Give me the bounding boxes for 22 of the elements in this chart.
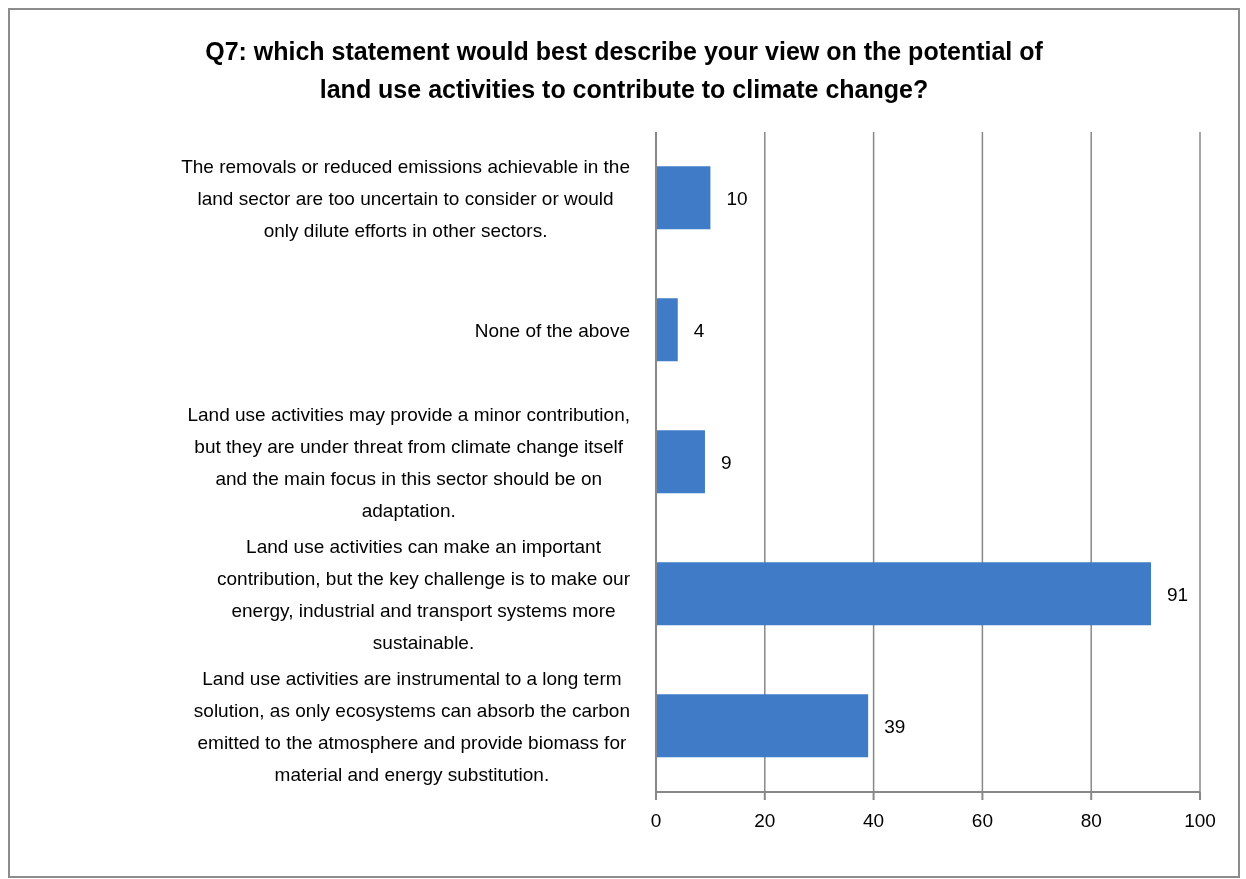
y-tick-label: Land use activities are instrumental to a long term solution, as only ecosystems can absorb the carbon emitted to the atmosphere and provide biomass for material and energy substitution. <box>193 667 630 785</box>
y-tick-label: Land use activities may provide a minor contribution, but they are under threat from climate change itself and the main focus in this sector should be on adaptation. <box>187 403 631 521</box>
bar <box>656 298 678 362</box>
data-label: 4 <box>693 319 705 341</box>
x-tick-label: 40 <box>863 810 885 832</box>
bar <box>656 562 1152 626</box>
x-tick-label: 20 <box>754 810 776 832</box>
chart-title: Q7: which statement would best describe your view on the potential of land use activities to contribute to climate change? <box>204 36 1044 105</box>
x-tick-label: 60 <box>971 810 993 832</box>
bar <box>656 166 711 230</box>
x-tick-label: 80 <box>1080 810 1102 832</box>
x-tick-label: 100 <box>1184 810 1216 832</box>
y-tick-label: Land use activities can make an important contribution, but the key challenge is to make our energy, industrial and transport systems more sustainable. <box>217 535 631 653</box>
y-tick-label: None of the above <box>474 319 631 341</box>
bar <box>656 430 705 494</box>
x-tick-label: 0 <box>650 810 662 832</box>
data-label: 91 <box>1167 583 1189 605</box>
y-tick-label: The removals or reduced emissions achievable in the land sector are too uncertain to consider or would only dilute efforts in other sectors. <box>181 155 630 241</box>
data-label: 9 <box>720 451 732 473</box>
bar <box>656 694 869 758</box>
data-label: 39 <box>884 715 906 737</box>
data-label: 10 <box>726 187 748 209</box>
